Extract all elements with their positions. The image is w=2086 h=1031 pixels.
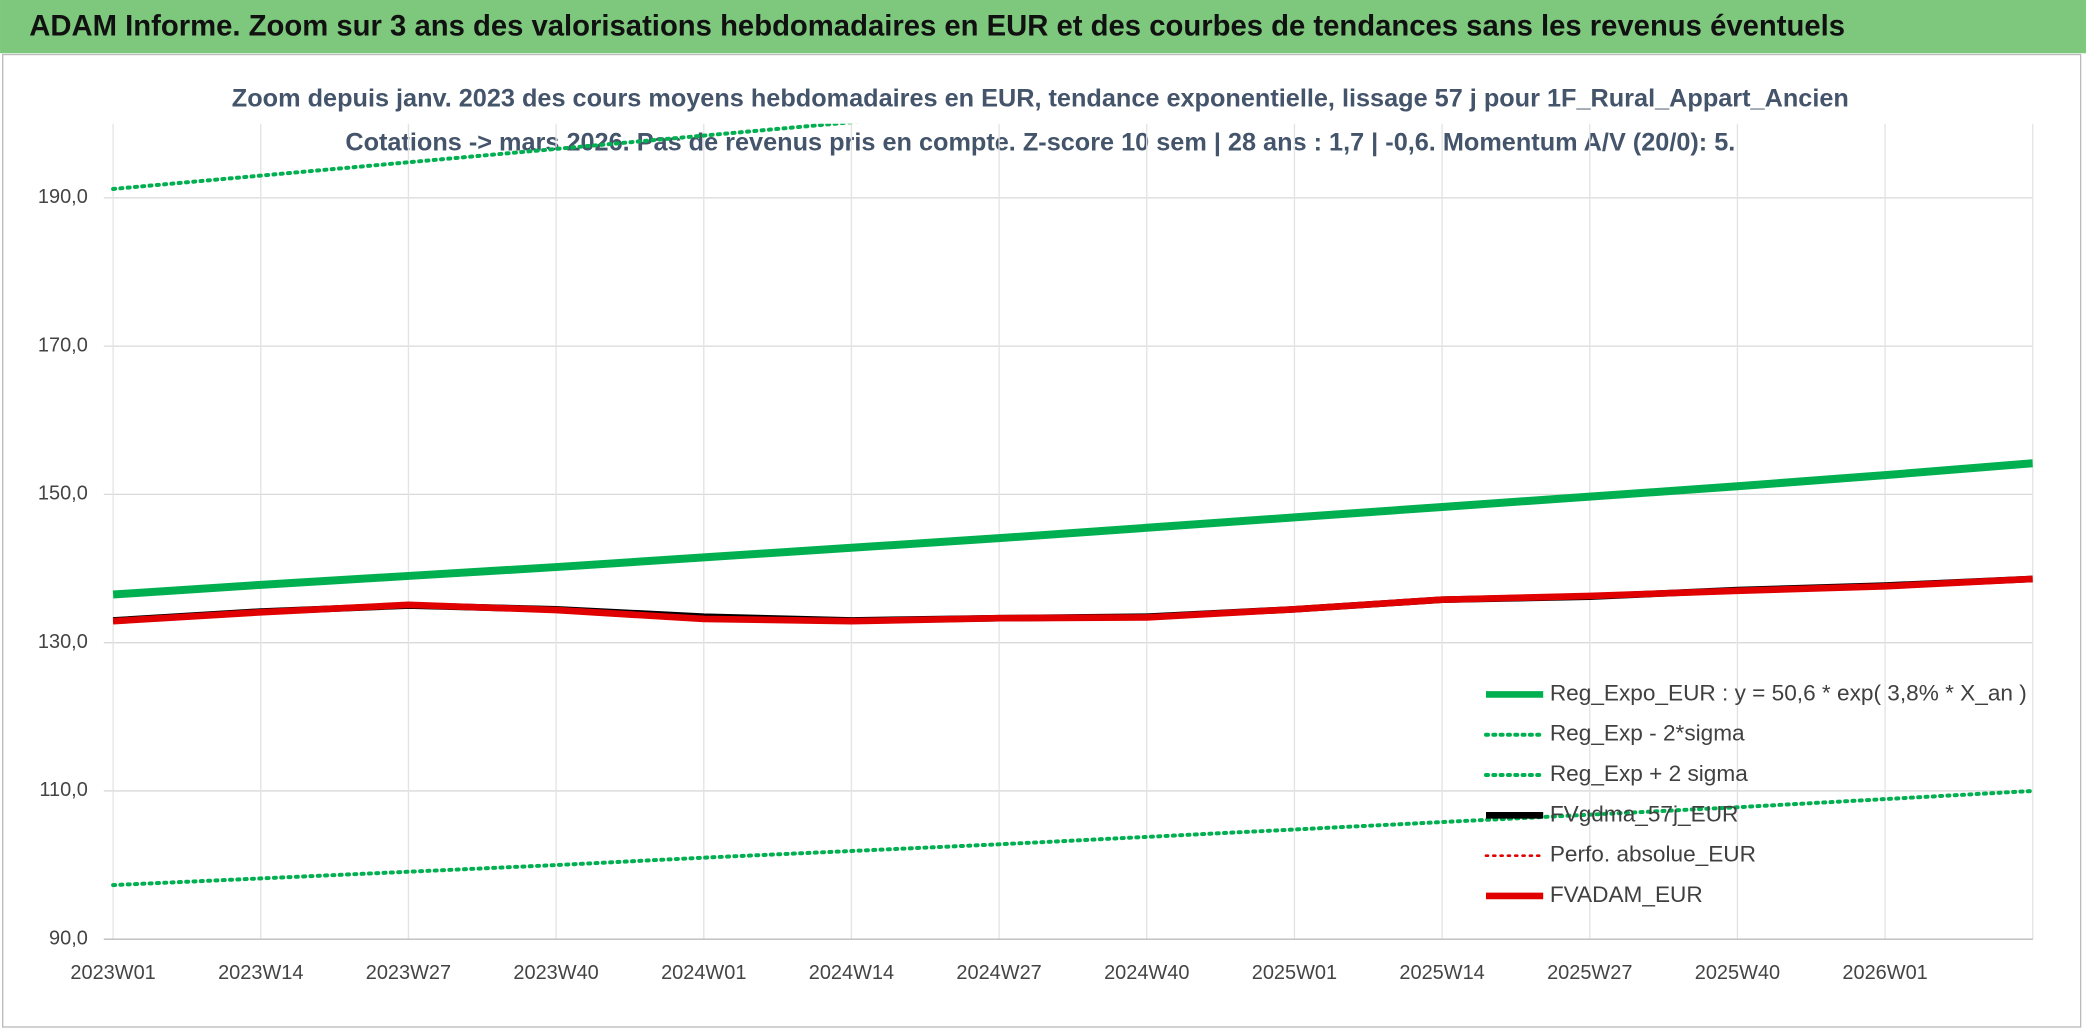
x-tick-label: 2024W40 xyxy=(1104,962,1189,984)
x-tick-label: 2025W01 xyxy=(1252,962,1337,984)
grid xyxy=(103,123,2034,940)
y-tick-label: 190,0 xyxy=(38,186,88,208)
legend: Reg_Expo_EUR : y = 50,6 * exp( 3,8% * X_… xyxy=(1484,680,2027,907)
y-tick-label: 110,0 xyxy=(39,779,87,801)
legend-label: Reg_Exp - 2*sigma xyxy=(1550,721,1745,746)
chart-frame xyxy=(2,53,2082,1028)
x-tick-label: 2023W40 xyxy=(513,962,598,984)
y-tick-label: 170,0 xyxy=(38,334,88,356)
chart-title: Zoom depuis janv. 2023 des cours moyens … xyxy=(232,84,1849,112)
legend-label: Perfo. absolue_EUR xyxy=(1550,842,1756,867)
y-tick-label: 130,0 xyxy=(38,631,88,653)
x-tick-label: 2023W27 xyxy=(366,962,451,984)
x-tick-label: 2026W01 xyxy=(1842,962,1927,984)
x-tick-label: 2024W01 xyxy=(661,962,746,984)
series-line xyxy=(112,459,2033,599)
x-tick-label: 2025W40 xyxy=(1695,962,1780,984)
x-tick-label: 2025W14 xyxy=(1399,962,1484,984)
legend-label: Reg_Expo_EUR : y = 50,6 * exp( 3,8% * X_… xyxy=(1550,680,2027,705)
y-tick-label: 150,0 xyxy=(38,483,88,505)
legend-label: FVgdma_57j_EUR xyxy=(1550,801,1739,826)
x-tick-label: 2023W01 xyxy=(70,962,155,984)
y-tick-label: 90,0 xyxy=(49,927,88,949)
series-line xyxy=(112,575,2033,625)
header-bar xyxy=(0,0,2086,54)
x-tick-label: 2023W14 xyxy=(218,962,303,984)
series-line xyxy=(111,123,857,191)
plot xyxy=(111,123,2033,888)
x-tick-label: 2024W27 xyxy=(956,962,1041,984)
x-tick-label: 2024W14 xyxy=(809,962,894,984)
chart-subtitle: Cotations -> mars 2026. Pas de revenus p… xyxy=(345,128,1735,156)
legend-label: FVADAM_EUR xyxy=(1550,882,1703,907)
legend-label: Reg_Exp + 2 sigma xyxy=(1550,761,1748,786)
header-title: ADAM Informe. Zoom sur 3 ans des valoris… xyxy=(29,11,1845,43)
series-line xyxy=(111,788,2033,888)
x-tick-label: 2025W27 xyxy=(1547,962,1632,984)
